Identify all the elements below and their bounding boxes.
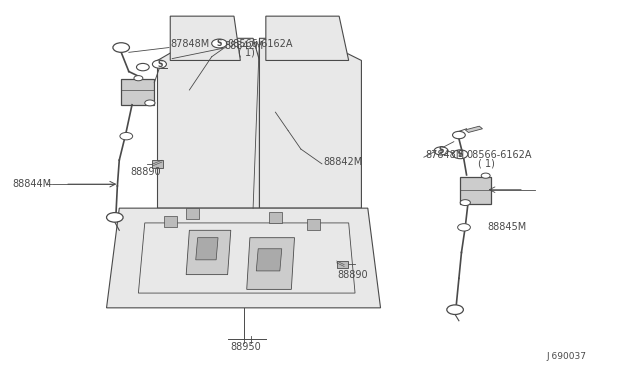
Polygon shape: [164, 215, 177, 227]
Polygon shape: [256, 249, 282, 271]
Circle shape: [481, 173, 490, 178]
Text: 88842M: 88842M: [323, 157, 362, 167]
Text: 88890: 88890: [131, 167, 161, 177]
Circle shape: [452, 131, 465, 139]
Text: S: S: [458, 150, 463, 159]
Polygon shape: [307, 219, 320, 230]
Text: J 690037: J 690037: [546, 352, 586, 361]
Circle shape: [145, 100, 155, 106]
Text: 08566-6162A: 08566-6162A: [228, 39, 293, 49]
Circle shape: [212, 39, 227, 48]
Text: 87848M: 87848M: [170, 39, 209, 49]
Text: ( 1): ( 1): [239, 47, 255, 57]
Circle shape: [452, 150, 468, 159]
Circle shape: [460, 200, 470, 206]
Text: 87848M: 87848M: [425, 150, 465, 160]
Circle shape: [434, 147, 448, 155]
Text: ( 1): ( 1): [478, 158, 495, 168]
Polygon shape: [246, 238, 294, 289]
Circle shape: [113, 43, 129, 52]
Polygon shape: [186, 208, 199, 219]
Polygon shape: [269, 212, 282, 223]
Circle shape: [152, 60, 166, 68]
Text: S: S: [438, 147, 444, 155]
Polygon shape: [337, 260, 348, 268]
Polygon shape: [157, 38, 259, 208]
Text: 88890: 88890: [337, 270, 368, 280]
Circle shape: [136, 63, 149, 71]
Circle shape: [134, 76, 143, 81]
Text: 88842M: 88842M: [225, 41, 264, 51]
Text: S: S: [157, 60, 163, 69]
Polygon shape: [106, 208, 381, 308]
Polygon shape: [121, 79, 154, 105]
Text: 08566-6162A: 08566-6162A: [467, 150, 532, 160]
Polygon shape: [186, 230, 231, 275]
Circle shape: [458, 224, 470, 231]
Circle shape: [120, 132, 132, 140]
Text: 88845M: 88845M: [487, 222, 526, 232]
Polygon shape: [266, 16, 349, 61]
Text: S: S: [216, 39, 222, 48]
Text: 88844M: 88844M: [13, 179, 52, 189]
Circle shape: [447, 305, 463, 314]
Polygon shape: [170, 16, 241, 61]
Polygon shape: [196, 238, 218, 260]
Polygon shape: [152, 160, 163, 167]
Polygon shape: [259, 38, 362, 208]
Polygon shape: [465, 126, 483, 132]
Circle shape: [106, 212, 123, 222]
Text: 88950: 88950: [231, 341, 262, 352]
Polygon shape: [460, 177, 491, 205]
